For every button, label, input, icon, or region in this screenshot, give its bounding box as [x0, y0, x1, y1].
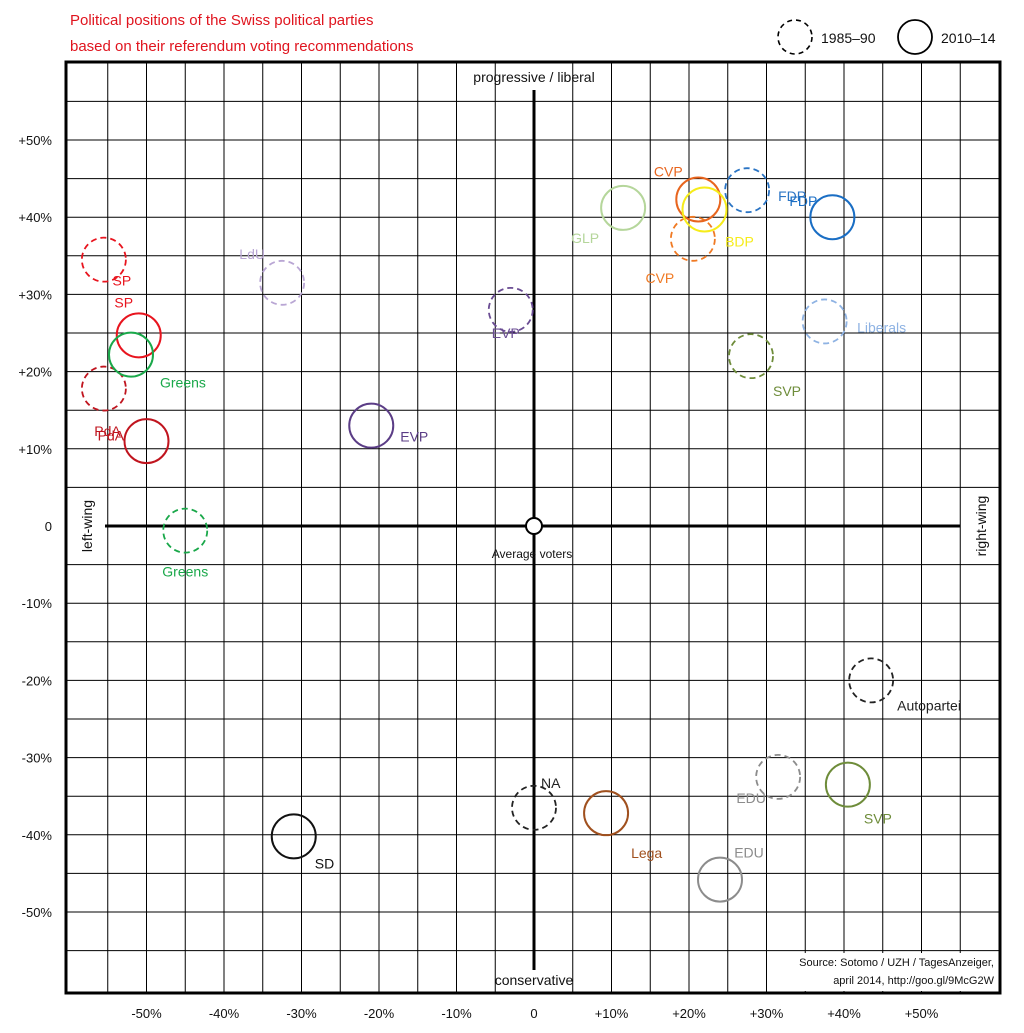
- point-label-fdp: FDP: [778, 188, 806, 204]
- x-tick-label: -10%: [441, 1006, 472, 1021]
- y-tick-label: +10%: [18, 442, 52, 457]
- y-tick-label: 0: [45, 519, 52, 534]
- point-na-1985: [511, 784, 557, 831]
- point-autopartei-1985: [848, 657, 895, 704]
- point-label-na: NA: [541, 775, 561, 791]
- point-svp-2010: [824, 761, 871, 808]
- x-tick-label: +10%: [595, 1006, 629, 1021]
- point-greens-2010: [108, 331, 154, 378]
- y-tick-label: -20%: [22, 673, 53, 688]
- point-label-liberals: Liberals: [857, 319, 906, 335]
- point-lega-2010: [583, 790, 630, 837]
- point-fdp-1985: [724, 167, 771, 214]
- x-tick-label: +30%: [750, 1006, 784, 1021]
- legend-dashed-marker: [777, 19, 813, 55]
- point-cvp-2010: [675, 176, 722, 223]
- chart-title: Political positions of the Swiss politic…: [70, 12, 373, 29]
- average-voters-marker: [525, 517, 543, 535]
- y-tick-label: -30%: [22, 751, 53, 766]
- source-background: [788, 953, 998, 991]
- x-tick-label: -20%: [364, 1006, 395, 1021]
- axis-label-left: left-wing: [79, 500, 95, 552]
- axis-label-top: progressive / liberal: [473, 69, 594, 85]
- point-label-svp: SVP: [864, 811, 892, 827]
- point-label-cvp: CVP: [645, 270, 674, 286]
- chart-subtitle: based on their referendum voting recomme…: [70, 38, 414, 55]
- legend-label-2010: 2010–14: [941, 30, 996, 46]
- y-tick-label: -40%: [22, 828, 53, 843]
- point-label-ldu: LdU: [239, 246, 265, 262]
- point-bdp-2010: [681, 186, 728, 233]
- point-edu-2010: [697, 856, 743, 903]
- axis-label-right: right-wing: [973, 496, 989, 557]
- y-tick-label: +20%: [18, 365, 52, 380]
- point-label-svp: SVP: [773, 383, 801, 399]
- legend: 1985–90 2010–14: [777, 19, 996, 55]
- point-label-lega: Lega: [631, 845, 662, 861]
- y-tick-label: +50%: [18, 133, 52, 148]
- x-tick-label: +50%: [905, 1006, 939, 1021]
- point-label-evp: EVP: [492, 325, 520, 341]
- point-edu-1985: [755, 754, 802, 800]
- point-fdp-2010: [809, 194, 856, 241]
- point-cvp-1985: [669, 215, 716, 262]
- point-greens-1985: [162, 507, 209, 554]
- point-label-greens: Greens: [160, 375, 206, 391]
- point-label-sp: SP: [114, 294, 133, 310]
- source-line-2: april 2014, http://goo.gl/9McG2W: [833, 975, 994, 987]
- point-label-edu: EDU: [734, 845, 764, 861]
- point-ldu-1985: [259, 259, 306, 306]
- point-sp-1985: [80, 236, 127, 283]
- point-evp-2010: [348, 402, 395, 449]
- point-label-sd: SD: [315, 855, 334, 871]
- point-label-pda: PdA: [94, 423, 121, 439]
- legend-label-1985: 1985–90: [821, 30, 876, 46]
- point-glp-2010: [600, 184, 647, 231]
- point-pda-1985: [80, 365, 127, 412]
- point-pda-2010: [123, 418, 170, 465]
- point-svp-1985: [728, 333, 774, 380]
- point-label-greens: Greens: [162, 564, 208, 580]
- x-tick-label: -40%: [209, 1006, 240, 1021]
- point-label-fdp: FDP: [789, 193, 817, 209]
- x-tick-label: +40%: [827, 1006, 861, 1021]
- point-label-pda: PdA: [98, 428, 125, 444]
- point-sd-2010: [270, 813, 317, 860]
- source-line-1: Source: Sotomo / UZH / TagesAnzeiger,: [799, 957, 994, 969]
- point-label-edu: EDU: [736, 790, 766, 806]
- tick-labels: -50% -40% -30% -20% -10% 0 +10% +20% +30% +40% +50…: [18, 133, 938, 1021]
- point-label-autopartei: Autopartei: [897, 697, 961, 713]
- point-sp-2010: [115, 312, 162, 359]
- point-label-sp: SP: [113, 273, 132, 289]
- y-tick-label: +30%: [18, 287, 52, 302]
- point-label-bdp: BDP: [725, 233, 754, 249]
- x-tick-label: -30%: [286, 1006, 317, 1021]
- point-evp-1985: [487, 286, 534, 333]
- average-voters-label: Average voters: [492, 547, 573, 561]
- point-liberals-1985: [801, 298, 848, 345]
- data-points: SP PdA Greens LdU EVP CVP FDP Liberals SVP Autopa…: [80, 163, 961, 903]
- axis-label-bottom: conservative: [495, 972, 574, 988]
- y-tick-label: -10%: [22, 596, 53, 611]
- x-tick-label: 0: [530, 1006, 537, 1021]
- point-label-glp: GLP: [571, 230, 599, 246]
- point-label-evp: EVP: [400, 429, 428, 445]
- legend-solid-marker: [897, 19, 933, 55]
- point-label-cvp: CVP: [654, 163, 683, 179]
- plot-frame: [64, 60, 1002, 995]
- y-tick-label: +40%: [18, 210, 52, 225]
- y-tick-label: -50%: [22, 905, 53, 920]
- x-tick-label: +20%: [672, 1006, 706, 1021]
- x-tick-label: -50%: [131, 1006, 162, 1021]
